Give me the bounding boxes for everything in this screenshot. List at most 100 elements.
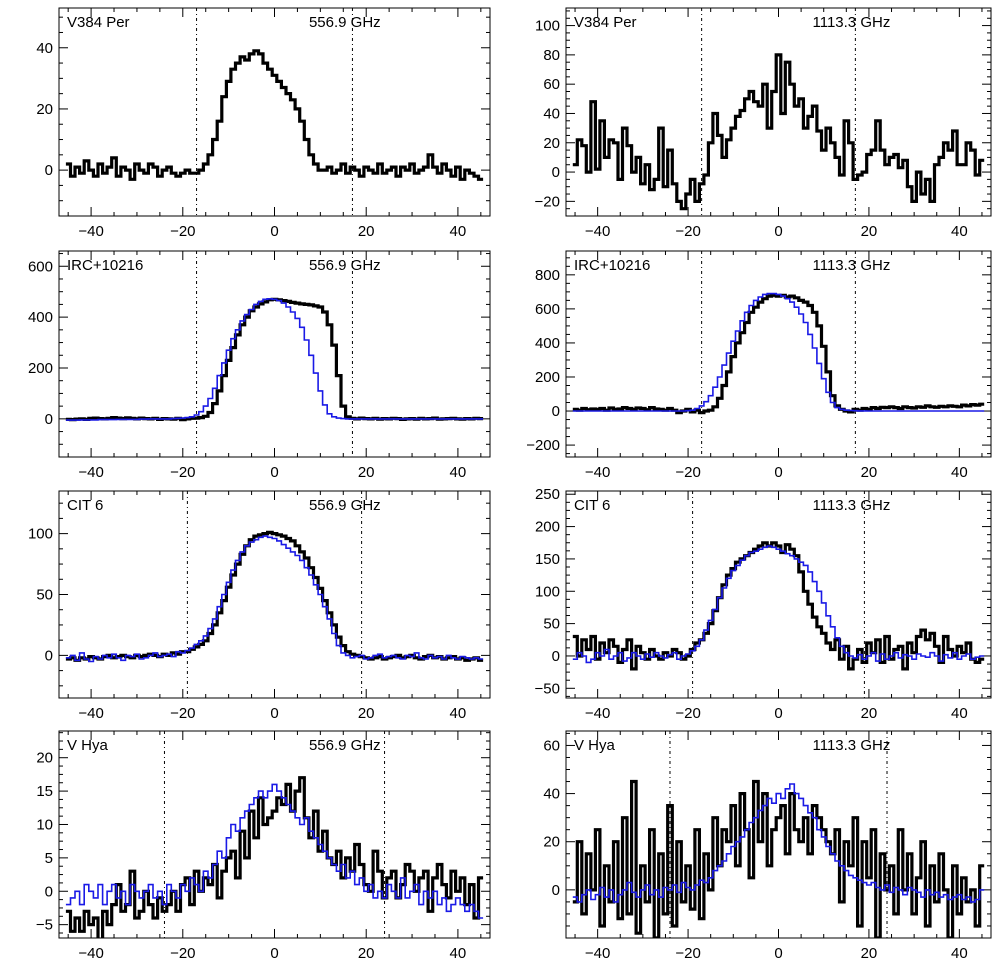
y-tick-label: 600 xyxy=(28,258,53,275)
x-tick-label: −20 xyxy=(675,464,700,481)
x-tick-label: −40 xyxy=(78,464,103,481)
model-spectrum-line xyxy=(572,545,985,664)
x-tick-label: 20 xyxy=(861,705,878,722)
x-tick-label: −20 xyxy=(170,223,195,240)
y-tick-label: 200 xyxy=(28,360,53,377)
y-tick-label: 50 xyxy=(36,587,53,604)
star-name-label: CIT 6 xyxy=(67,497,103,514)
y-tick-label: 800 xyxy=(535,267,560,284)
x-tick-label: 0 xyxy=(270,705,278,722)
y-tick-label: 40 xyxy=(36,40,53,57)
x-tick-label: −40 xyxy=(78,705,103,722)
observed-spectrum-line xyxy=(65,776,484,938)
y-tick-label: −20 xyxy=(535,193,560,210)
plot-frame xyxy=(58,490,491,699)
x-tick-label: 0 xyxy=(270,464,278,481)
plot-frame xyxy=(58,7,491,217)
plot-frame xyxy=(58,730,491,939)
x-tick-label: 0 xyxy=(774,223,782,240)
chart-panel: −40 −20 0 20 40 0 20 40 V384 Per 556.9 GHz xyxy=(36,7,491,240)
y-tick-label: 250 xyxy=(535,486,560,503)
y-tick-label: 10 xyxy=(36,816,53,833)
y-tick-label: −200 xyxy=(526,437,560,454)
observed-spectrum-line xyxy=(65,49,484,181)
x-tick-label: 20 xyxy=(358,705,375,722)
y-tick-label: 600 xyxy=(535,301,560,318)
star-name-label: IRC+10216 xyxy=(574,257,650,274)
y-tick-label: 20 xyxy=(543,834,560,851)
x-tick-label: 40 xyxy=(951,945,968,962)
star-name-label: IRC+10216 xyxy=(67,257,143,274)
y-tick-label: 20 xyxy=(36,101,53,118)
model-spectrum-line xyxy=(572,783,985,903)
x-tick-label: −20 xyxy=(675,223,700,240)
frequency-label: 1113.3 GHz xyxy=(813,737,891,754)
y-tick-label: −50 xyxy=(535,680,560,697)
y-tick-label: 20 xyxy=(543,135,560,152)
x-tick-label: 40 xyxy=(450,705,467,722)
x-tick-label: 20 xyxy=(358,223,375,240)
y-tick-label: 200 xyxy=(535,369,560,386)
y-tick-label: 100 xyxy=(535,583,560,600)
x-tick-label: 40 xyxy=(951,464,968,481)
observed-spectrum-line xyxy=(572,293,985,415)
frequency-label: 556.9 GHz xyxy=(309,14,381,31)
x-tick-label: −40 xyxy=(585,464,610,481)
y-tick-label: 15 xyxy=(36,783,53,800)
frequency-label: 556.9 GHz xyxy=(309,497,381,514)
y-tick-label: 0 xyxy=(552,403,560,420)
plot-frame xyxy=(565,7,992,217)
y-tick-label: 80 xyxy=(543,47,560,64)
model-spectrum-line xyxy=(65,783,484,919)
x-tick-label: 20 xyxy=(861,464,878,481)
x-tick-label: 0 xyxy=(270,223,278,240)
chart-panel: −40 −20 0 20 40 −20 0 20 40 60 80 100 V384 Per 1113.3… xyxy=(535,7,992,240)
star-name-label: V Hya xyxy=(574,737,616,754)
plot-frame xyxy=(58,250,491,458)
x-tick-label: 0 xyxy=(774,705,782,722)
y-tick-label: 0 xyxy=(552,648,560,665)
x-tick-label: 20 xyxy=(861,945,878,962)
observed-spectrum-line xyxy=(572,53,985,211)
y-tick-label: 40 xyxy=(543,105,560,122)
frequency-label: 556.9 GHz xyxy=(309,257,381,274)
y-tick-label: 0 xyxy=(552,882,560,899)
x-tick-label: 20 xyxy=(861,223,878,240)
model-spectrum-line xyxy=(572,292,985,412)
x-tick-label: −20 xyxy=(675,945,700,962)
y-tick-label: 0 xyxy=(45,162,53,179)
star-name-label: CIT 6 xyxy=(574,497,610,514)
x-tick-label: −20 xyxy=(170,705,195,722)
x-tick-label: 40 xyxy=(450,945,467,962)
plot-frame xyxy=(565,730,992,939)
frequency-label: 1113.3 GHz xyxy=(813,257,891,274)
y-tick-label: 400 xyxy=(28,309,53,326)
x-tick-label: 40 xyxy=(450,464,467,481)
x-tick-label: 0 xyxy=(774,945,782,962)
y-tick-label: 0 xyxy=(45,883,53,900)
chart-panel: −40 −20 0 20 40 −50 0 50 100 150 200 250 CIT 6 1113.3… xyxy=(535,486,992,722)
frequency-label: 1113.3 GHz xyxy=(813,497,891,514)
x-tick-label: 40 xyxy=(951,223,968,240)
x-tick-label: 20 xyxy=(358,945,375,962)
observed-spectrum-line xyxy=(572,541,985,671)
observed-spectrum-line xyxy=(65,297,484,422)
y-tick-label: 100 xyxy=(28,526,53,543)
x-tick-label: 0 xyxy=(270,945,278,962)
y-tick-label: 5 xyxy=(45,850,53,867)
chart-panel: −40 −20 0 20 40 −5 0 5 10 15 20 V Hya 556.9 GHz xyxy=(36,730,491,962)
x-tick-label: −20 xyxy=(170,464,195,481)
star-name-label: V Hya xyxy=(67,737,109,754)
y-tick-label: 400 xyxy=(535,335,560,352)
x-tick-label: 40 xyxy=(450,223,467,240)
y-tick-label: −5 xyxy=(36,917,53,934)
y-tick-label: 200 xyxy=(535,519,560,536)
y-tick-label: 0 xyxy=(45,647,53,664)
x-tick-label: −40 xyxy=(78,223,103,240)
frequency-label: 1113.3 GHz xyxy=(813,14,891,31)
y-tick-label: 60 xyxy=(543,737,560,754)
y-tick-label: 100 xyxy=(535,18,560,35)
